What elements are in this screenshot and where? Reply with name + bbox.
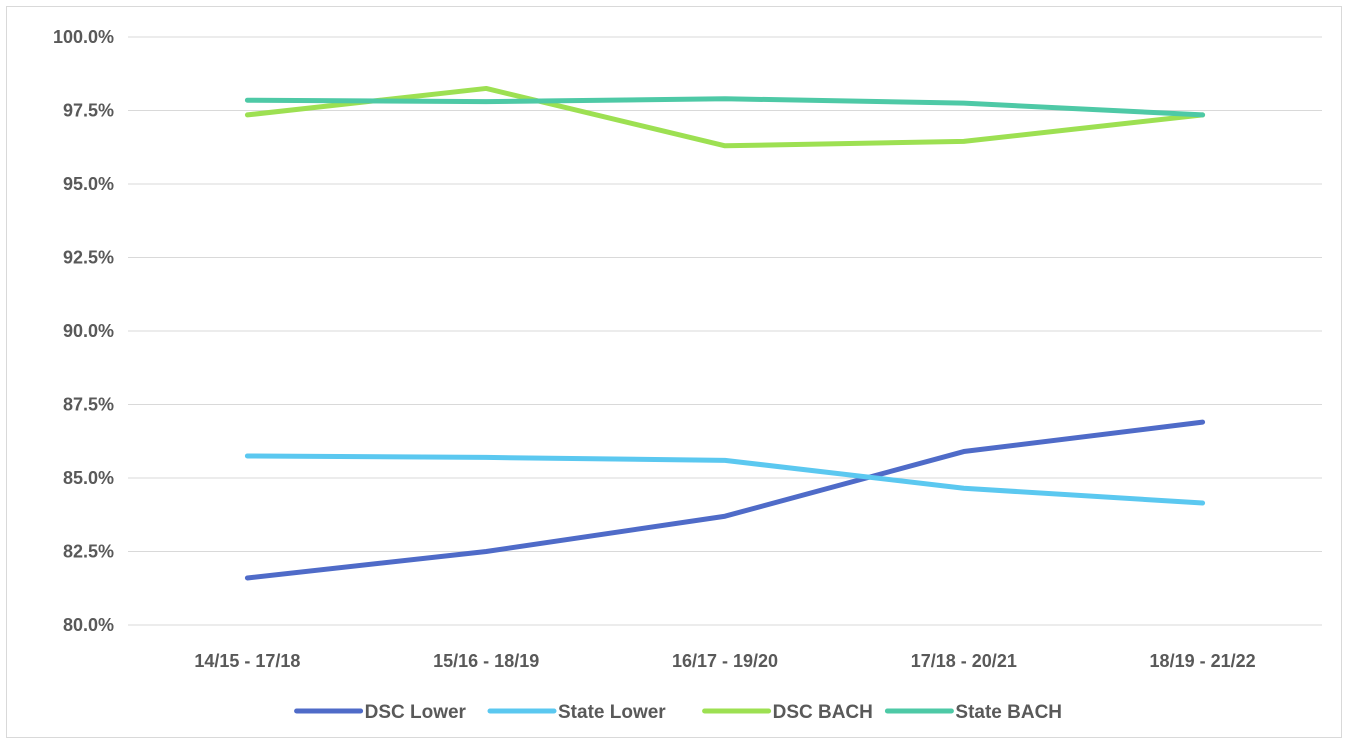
gridlines — [128, 36, 1322, 626]
legend-label: State Lower — [558, 702, 666, 723]
y-tick-label: 90.0% — [63, 321, 114, 341]
x-tick-label: 18/19 - 21/22 — [1150, 651, 1256, 671]
x-tick-label: 15/16 - 18/19 — [433, 651, 539, 671]
chart-frame — [6, 6, 1342, 738]
x-axis-ticks: 14/15 - 17/18 15/16 - 18/19 16/17 - 19/20 1… — [194, 651, 1255, 671]
y-tick-label: 95.0% — [63, 174, 114, 194]
y-axis-ticks: 80.0% 82.5% 85.0% 87.5% 90.0% 92.5% 95.0% 97.5%… — [53, 27, 114, 635]
series-lines — [244, 85, 1206, 581]
legend: DSC Lower State Lower DSC BACH State BACH — [294, 702, 1062, 723]
series-line-state-bach — [244, 96, 1206, 118]
legend-item: DSC Lower — [294, 702, 467, 723]
series-line-dsc-lower — [244, 419, 1206, 581]
y-tick-label: 92.5% — [63, 248, 114, 268]
y-tick-label: 80.0% — [63, 615, 114, 635]
x-tick-label: 14/15 - 17/18 — [194, 651, 300, 671]
y-tick-label: 85.0% — [63, 468, 114, 488]
x-tick-label: 16/17 - 19/20 — [672, 651, 778, 671]
legend-item: State Lower — [487, 702, 666, 723]
y-tick-label: 100.0% — [53, 27, 114, 47]
series-line-state-lower — [244, 453, 1206, 506]
y-tick-label: 82.5% — [63, 542, 114, 562]
legend-item: DSC BACH — [702, 702, 873, 723]
y-tick-label: 87.5% — [63, 395, 114, 415]
y-tick-label: 97.5% — [63, 101, 114, 121]
legend-label: DSC BACH — [773, 702, 873, 723]
x-tick-label: 17/18 - 20/21 — [911, 651, 1017, 671]
legend-label: DSC Lower — [365, 702, 467, 723]
legend-item: State BACH — [884, 702, 1062, 723]
legend-label: State BACH — [955, 702, 1062, 723]
